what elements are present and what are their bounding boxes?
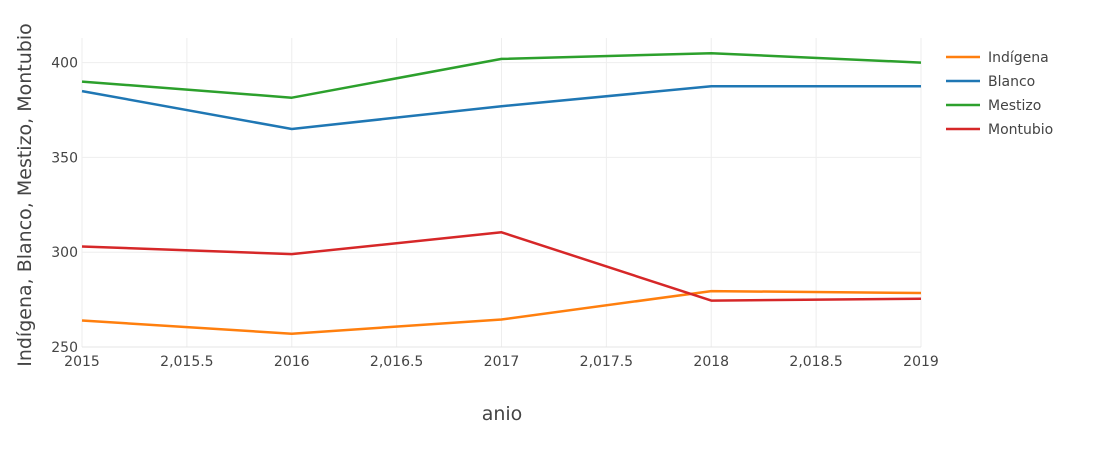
data-point-mestizo[interactable] [708,50,714,56]
x-tick-label: 2015 [64,354,100,370]
y-tick-label: 300 [51,245,78,261]
data-point-blanco[interactable] [918,83,924,89]
data-point-montubio[interactable] [289,251,295,257]
x-tick-label: 2019 [903,354,939,370]
x-tick-label: 2,017.5 [580,354,633,370]
x-axis-ticks: 2015 2,015.5 2016 2,016.5 2017 2,017.5 2018 2,0… [64,354,939,370]
data-point-montubio[interactable] [918,296,924,302]
y-axis-title: Indígena, Blanco, Mestizo, Montubio [14,23,36,367]
x-axis-title: anio [482,403,523,425]
legend-item-blanco[interactable]: Blanco [946,74,1035,90]
data-point-mestizo[interactable] [289,95,295,101]
data-point-indigena[interactable] [499,317,505,323]
data-point-mestizo[interactable] [499,56,505,62]
legend-item-indigena[interactable]: Indígena [946,50,1049,66]
x-tick-label: 2,018.5 [789,354,842,370]
data-point-indigena[interactable] [79,317,85,323]
y-tick-label: 350 [51,150,78,166]
series-layer [79,50,924,337]
data-point-blanco[interactable] [79,88,85,94]
data-point-indigena[interactable] [289,331,295,337]
x-tick-label: 2,016.5 [370,354,423,370]
data-point-blanco[interactable] [289,126,295,132]
data-point-montubio[interactable] [499,229,505,235]
x-tick-label: 2017 [484,354,520,370]
legend: Indígena Blanco Mestizo Montubio [946,50,1053,138]
x-tick-label: 2016 [274,354,310,370]
legend-label: Blanco [988,74,1035,90]
data-point-mestizo[interactable] [79,79,85,85]
series-line-blanco[interactable] [81,85,921,131]
series-line-montubio[interactable] [81,231,922,302]
data-point-montubio[interactable] [708,298,714,304]
legend-item-mestizo[interactable]: Mestizo [946,98,1041,114]
legend-label: Indígena [988,50,1049,66]
x-tick-label: 2,015.5 [160,354,213,370]
legend-label: Mestizo [988,98,1041,114]
y-axis-ticks: 250 300 350 400 [51,56,78,356]
data-point-indigena[interactable] [708,288,714,294]
data-point-blanco[interactable] [499,103,505,109]
y-tick-label: 250 [51,340,78,356]
y-tick-label: 400 [51,56,78,72]
data-point-mestizo[interactable] [918,60,924,66]
data-point-blanco[interactable] [708,83,714,89]
data-point-indigena[interactable] [918,290,924,296]
series-line-mestizo[interactable] [81,51,922,99]
data-point-montubio[interactable] [79,244,85,250]
legend-label: Montubio [988,122,1053,138]
x-tick-label: 2018 [693,354,729,370]
legend-item-montubio[interactable]: Montubio [946,122,1053,138]
series-line-indigena[interactable] [81,289,922,335]
